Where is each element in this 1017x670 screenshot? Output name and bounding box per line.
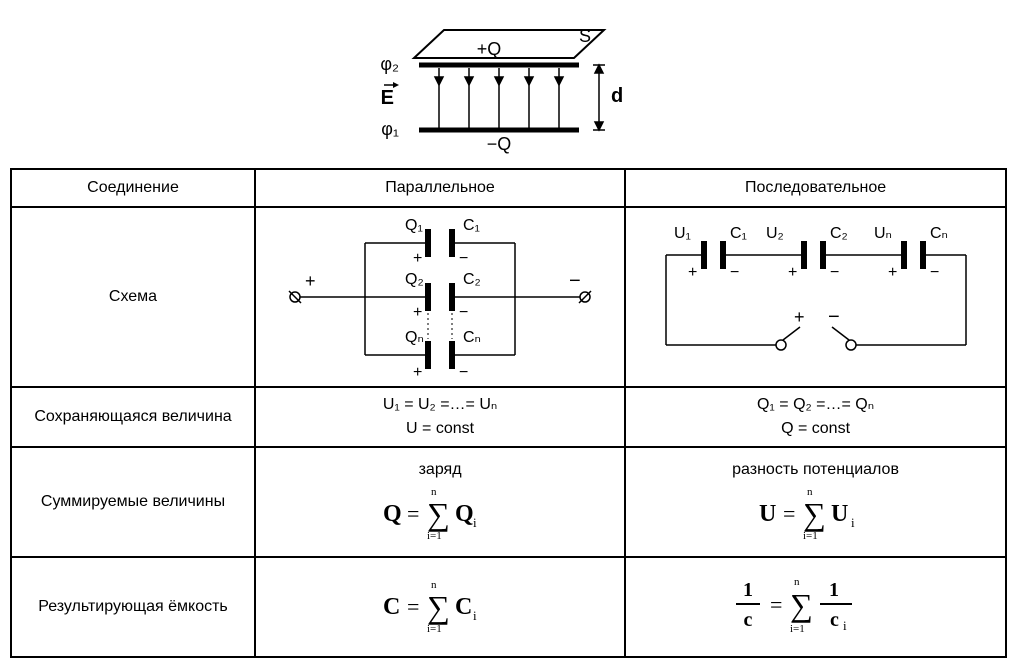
conserved-series: Q₁ = Q₂ =…= Qₙ Q = const — [625, 387, 1006, 447]
svg-text:Q₂: Q₂ — [405, 271, 424, 288]
svg-text:C₂: C₂ — [463, 271, 481, 288]
svg-text:i=1: i=1 — [790, 623, 805, 635]
svg-text:n: n — [431, 486, 437, 498]
label-result: Результирующая ёмкость — [11, 557, 255, 657]
svg-text:c: c — [830, 609, 839, 631]
svg-text:C₂: C₂ — [830, 225, 848, 242]
phi-bottom: φ₁ — [381, 119, 399, 139]
svg-text:Cₙ: Cₙ — [930, 225, 948, 242]
svg-text:Q: Q — [383, 501, 402, 527]
row-scheme: Схема + − — [11, 207, 1006, 387]
svg-text:Q₁: Q₁ — [405, 217, 423, 234]
svg-text:−: − — [569, 270, 581, 292]
svg-text:c: c — [743, 609, 752, 631]
svg-text:=: = — [783, 501, 795, 526]
phi-top: φ₂ — [380, 54, 399, 74]
svg-text:∑: ∑ — [427, 589, 450, 625]
hdr-parallel: Параллельное — [255, 169, 625, 207]
svg-text:−: − — [459, 304, 468, 321]
svg-text:1: 1 — [829, 579, 839, 601]
svg-text:Q: Q — [455, 501, 474, 527]
svg-text:C: C — [455, 594, 472, 620]
svg-text:∑: ∑ — [790, 587, 813, 623]
top-charge: +Q — [476, 39, 501, 59]
comparison-table: Соединение Параллельное Последовательное… — [10, 168, 1007, 658]
svg-text:+: + — [788, 264, 797, 281]
hdr-connection: Соединение — [11, 169, 255, 207]
header-row: Соединение Параллельное Последовательное — [11, 169, 1006, 207]
result-series: 1 c = ∑ n i=1 1 c i — [625, 557, 1006, 657]
conserved-parallel: U₁ = U₂ =…= Uₙ U = const — [255, 387, 625, 447]
scheme-parallel: + − Q₁ C₁ + − — [255, 207, 625, 387]
svg-text:Uₙ: Uₙ — [874, 225, 892, 242]
svg-text:∑: ∑ — [803, 496, 826, 532]
bottom-charge: −Q — [486, 134, 511, 154]
svg-text:+: + — [794, 307, 805, 327]
svg-text:−: − — [459, 364, 468, 380]
svg-text:i: i — [851, 515, 855, 530]
surface-label: S — [579, 26, 591, 46]
scheme-series: U₁ C₁ U₂ C₂ Uₙ Cₙ + − + − + − — [625, 207, 1006, 387]
svg-text:C₁: C₁ — [730, 225, 747, 242]
svg-text:U₂: U₂ — [766, 225, 784, 242]
svg-text:1: 1 — [743, 579, 753, 601]
label-summed: Суммируемые величины — [11, 447, 255, 557]
distance-label: d — [611, 85, 623, 107]
svg-text:+: + — [305, 271, 316, 291]
svg-text:C₁: C₁ — [463, 217, 480, 234]
svg-text:Qₙ: Qₙ — [405, 329, 424, 346]
svg-text:−: − — [830, 264, 839, 281]
svg-text:i=1: i=1 — [803, 530, 818, 542]
capacitor-diagram: S +Q φ₂ −Q φ₁ E d — [10, 10, 1007, 160]
label-conserved: Сохраняющаяся величина — [11, 387, 255, 447]
svg-text:n: n — [807, 486, 813, 498]
row-result: Результирующая ёмкость C = ∑ n i=1 C i 1… — [11, 557, 1006, 657]
label-scheme: Схема — [11, 207, 255, 387]
svg-text:i: i — [843, 618, 847, 633]
svg-text:∑: ∑ — [427, 496, 450, 532]
svg-text:n: n — [431, 579, 437, 591]
svg-text:i: i — [473, 515, 477, 530]
svg-text:+: + — [413, 304, 422, 321]
row-conserved: Сохраняющаяся величина U₁ = U₂ =…= Uₙ U … — [11, 387, 1006, 447]
summed-series: разность потенциалов U = ∑ n i=1 U i — [625, 447, 1006, 557]
svg-text:i=1: i=1 — [427, 530, 442, 542]
svg-text:i: i — [473, 608, 477, 623]
svg-text:−: − — [828, 306, 840, 328]
svg-text:=: = — [770, 592, 782, 617]
svg-text:+: + — [688, 264, 697, 281]
svg-text:U: U — [759, 501, 776, 527]
svg-text:−: − — [930, 264, 939, 281]
svg-text:U₁: U₁ — [674, 225, 691, 242]
svg-text:−: − — [730, 264, 739, 281]
svg-text:U: U — [831, 501, 848, 527]
svg-text:=: = — [407, 501, 419, 526]
svg-text:+: + — [413, 250, 422, 267]
result-parallel: C = ∑ n i=1 C i — [255, 557, 625, 657]
svg-text:i=1: i=1 — [427, 623, 442, 635]
svg-text:−: − — [459, 250, 468, 267]
svg-text:+: + — [413, 364, 422, 380]
svg-text:=: = — [407, 594, 419, 619]
svg-text:n: n — [794, 576, 800, 588]
svg-text:Cₙ: Cₙ — [463, 329, 481, 346]
row-summed: Суммируемые величины заряд Q = ∑ n i=1 Q… — [11, 447, 1006, 557]
svg-text:C: C — [383, 594, 400, 620]
field-label: E — [380, 87, 393, 109]
hdr-series: Последовательное — [625, 169, 1006, 207]
svg-text:+: + — [888, 264, 897, 281]
summed-parallel: заряд Q = ∑ n i=1 Q i — [255, 447, 625, 557]
